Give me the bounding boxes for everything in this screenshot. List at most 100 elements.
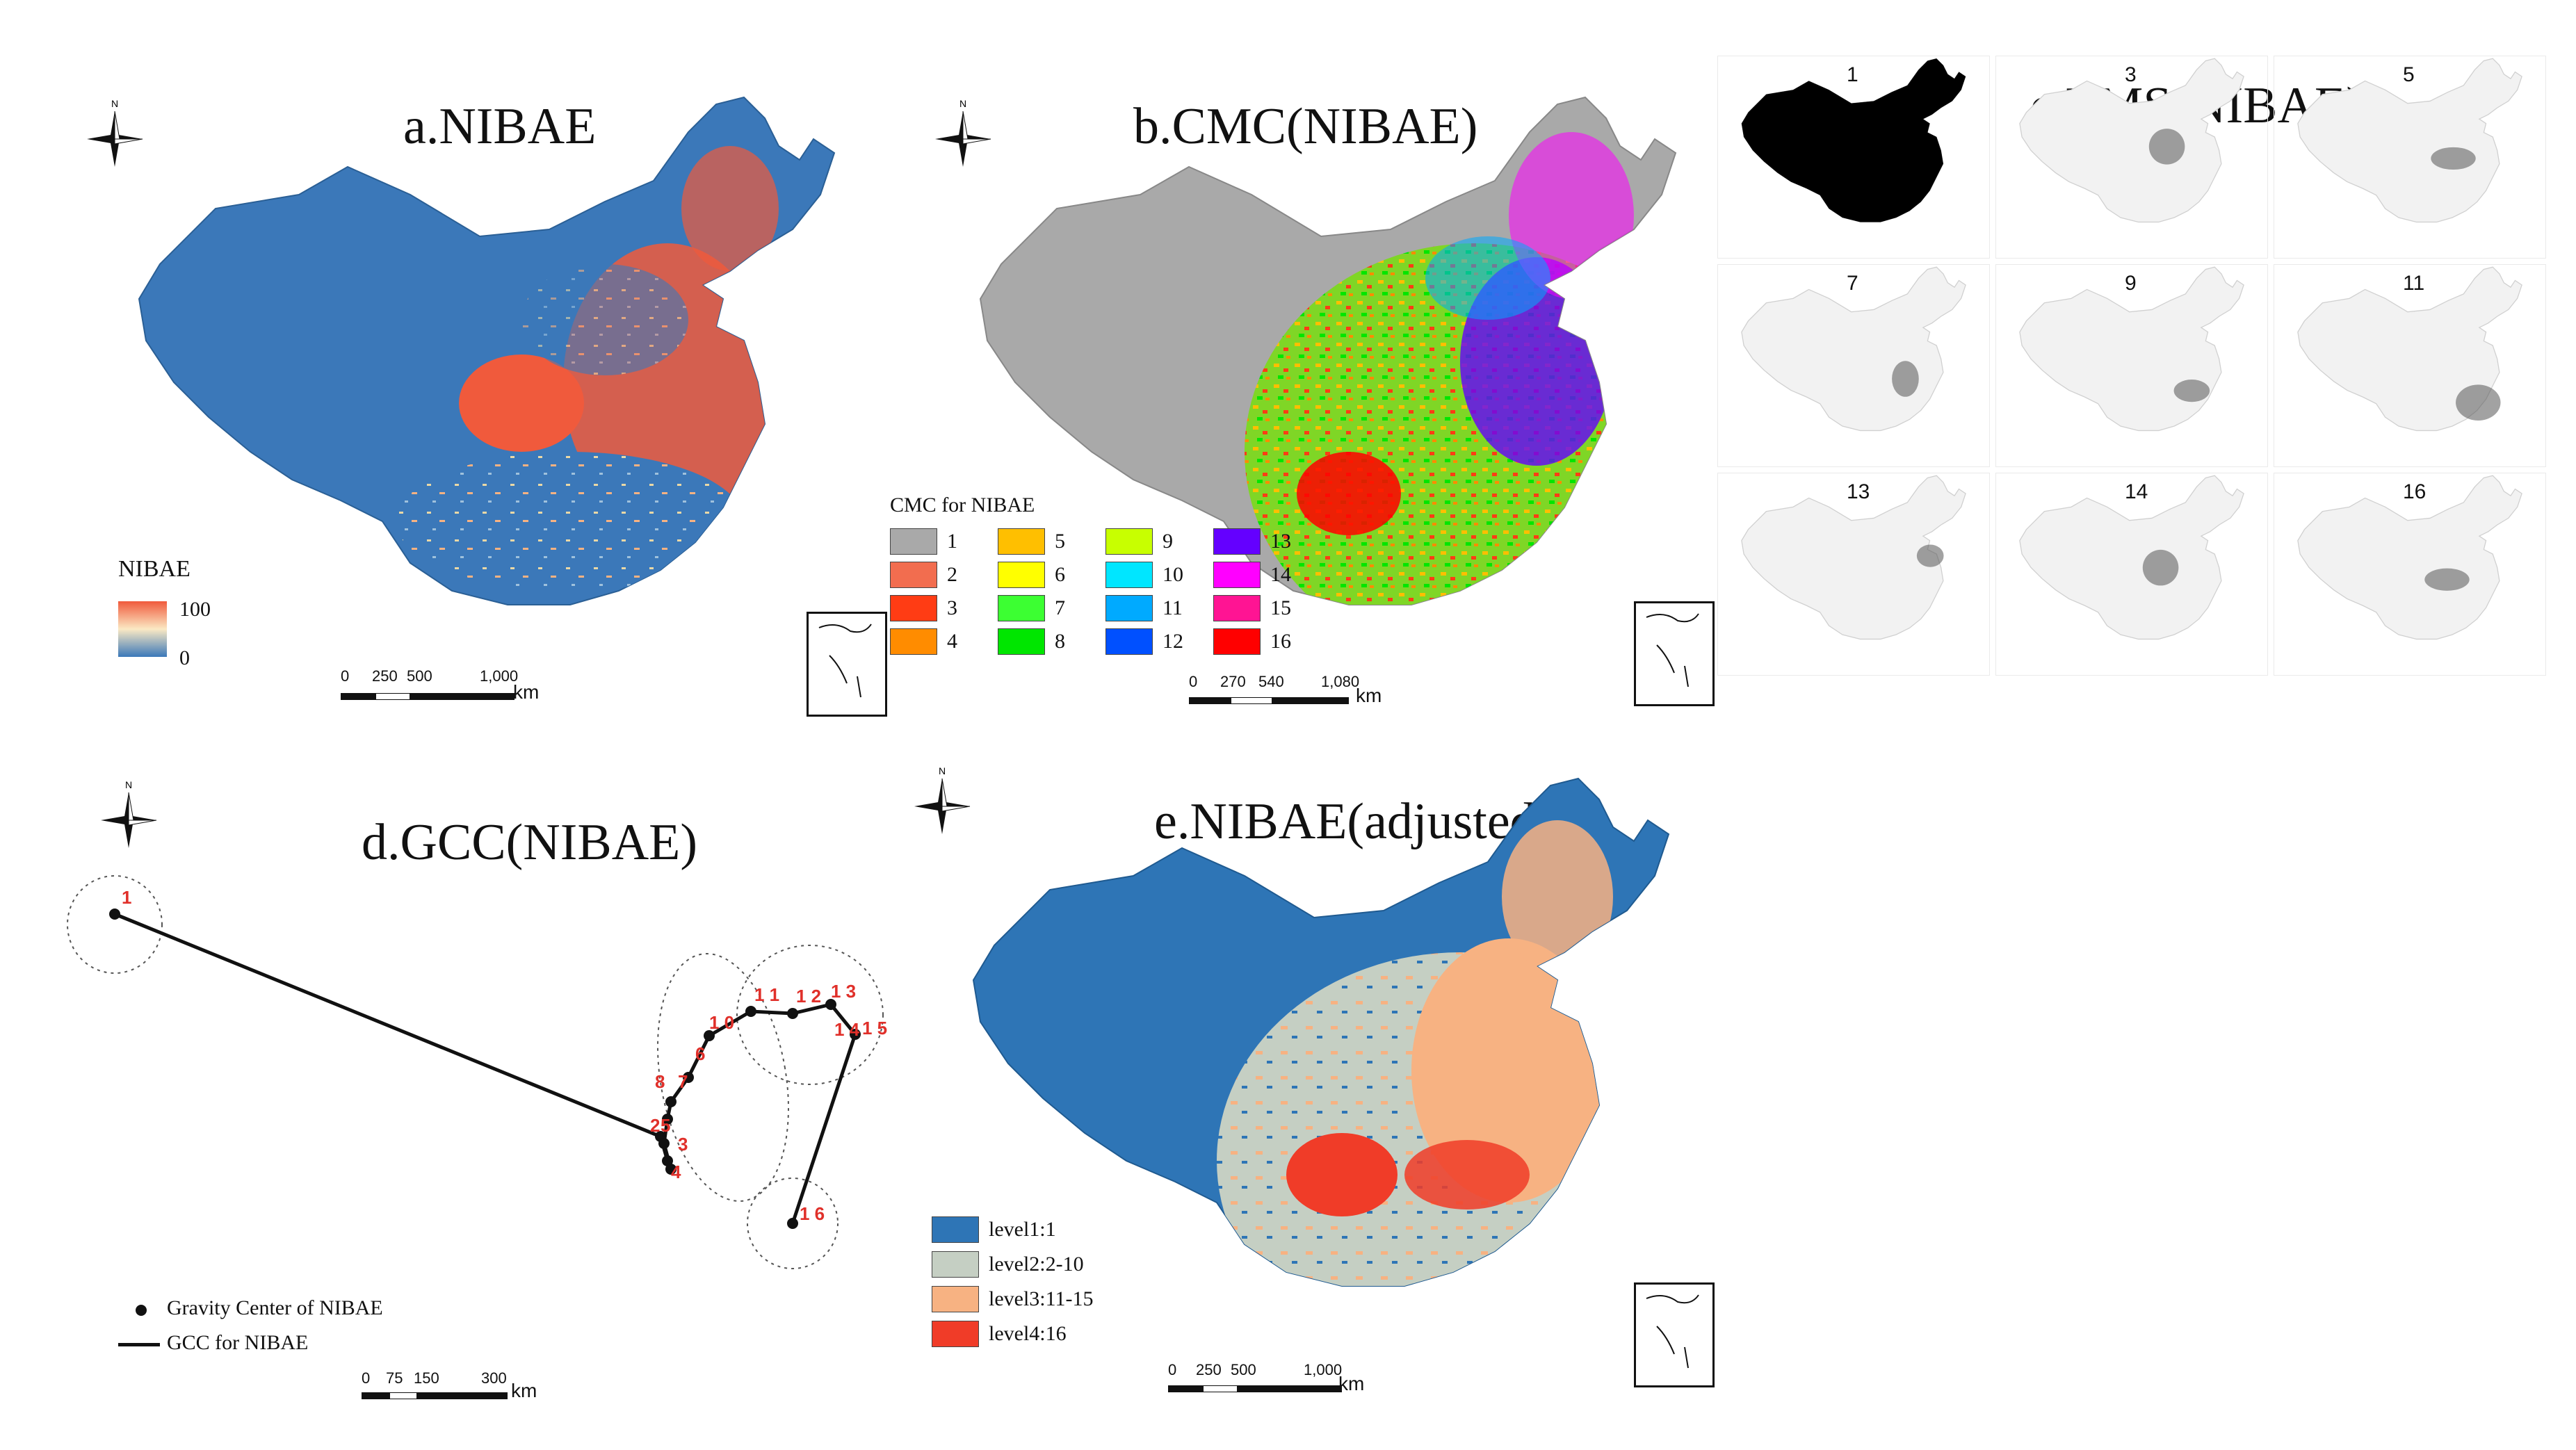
scalebar-b: [1189, 692, 1356, 706]
inset-b: [1634, 601, 1715, 706]
legend-a-min: 0: [179, 646, 190, 669]
map-b: [980, 97, 1676, 605]
scale-b-unit: km: [1356, 685, 1382, 706]
tms-thumbnail-label: 3: [2125, 63, 2137, 86]
level-legend-swatch: [932, 1216, 979, 1243]
cmc-legend-swatch: [1105, 528, 1153, 555]
scalebar-d: [362, 1387, 528, 1401]
panel-e-title: e.NIBAE(adjusted): [1154, 793, 1553, 850]
level-legend-item: level1:1: [932, 1216, 1056, 1243]
scale-b-1: 270: [1220, 673, 1246, 690]
gradient-legend-a: [118, 601, 167, 657]
cmc-legend-swatch: [1105, 628, 1153, 655]
scale-d-0: 0: [362, 1369, 371, 1387]
cmc-legend-label: 13: [1270, 530, 1291, 553]
cmc-legend-swatch: [998, 562, 1045, 588]
cmc-legend-item: 14: [1213, 562, 1291, 588]
tms-thumbnail-label: 11: [2403, 272, 2425, 295]
scale-d-3: 300: [481, 1369, 507, 1387]
cmc-legend-swatch: [998, 595, 1045, 621]
panel-b-legend: 1 2 3 4 5 6 7 8 9 10 11 12 13 14 15 16: [890, 528, 1321, 667]
scalebar-e: [1168, 1380, 1349, 1394]
cmc-legend-item: 9: [1105, 528, 1173, 555]
panel-d: N d.GCC(NIBAE): [0, 758, 918, 1446]
cmc-legend-label: 14: [1270, 563, 1291, 586]
scale-d-unit: km: [511, 1380, 537, 1401]
cmc-legend-swatch: [890, 528, 937, 555]
cmc-legend-label: 12: [1163, 630, 1183, 653]
cmc-legend-swatch: [1213, 562, 1261, 588]
cmc-legend-swatch: [1213, 528, 1261, 555]
tms-thumbnail: 5: [2274, 56, 2546, 259]
north-letter: N: [959, 98, 966, 109]
cmc-legend-item: 10: [1105, 562, 1183, 588]
panel-e: N e.NIBAE(adjusted) level1:1 level2:2-10 l…: [890, 758, 1724, 1446]
tms-thumbnail: 13: [1717, 473, 1990, 676]
north-arrow-icon: N: [97, 779, 160, 855]
scale-e-unit: km: [1338, 1373, 1365, 1394]
scale-e-0: 0: [1168, 1361, 1177, 1378]
cmc-legend-swatch: [1213, 595, 1261, 621]
panel-a: N a.NIBAE NIBAE 100 0 0 250 500 1,000 km: [0, 0, 904, 737]
cmc-legend-item: 3: [890, 595, 957, 621]
gcc-label-10: 1 0: [709, 1012, 734, 1033]
legend-line-icon: [118, 1343, 160, 1346]
legend-a-max: 100: [179, 598, 211, 621]
cmc-legend-swatch: [1105, 595, 1153, 621]
gcc-label-11: 1 1: [754, 984, 779, 1005]
tms-thumbnail-label: 5: [2403, 63, 2415, 86]
cmc-legend-swatch: [890, 595, 937, 621]
gcc-label-14: 1 4: [834, 1019, 860, 1040]
panel-a-title: a.NIBAE: [403, 98, 597, 155]
legend-line-label: GCC for NIBAE: [167, 1331, 309, 1354]
tms-thumbnail-label: 16: [2403, 480, 2427, 503]
level-legend-label: level2:2-10: [989, 1253, 1084, 1276]
tms-thumbnail-label: 14: [2125, 480, 2148, 503]
cmc-legend-label: 15: [1270, 596, 1291, 619]
scale-d-2: 150: [414, 1369, 439, 1387]
cmc-legend-item: 15: [1213, 595, 1291, 621]
cmc-legend-label: 11: [1163, 596, 1183, 619]
cmc-legend-label: 1: [947, 530, 957, 553]
level-legend-label: level4:16: [989, 1322, 1067, 1345]
panel-b: N b.CMC(NIBAE) CMC for NIBAE 1 2 3 4 5 6 7 8 9 10…: [890, 0, 1724, 737]
gcc-label-16: 1 6: [800, 1203, 825, 1224]
cmc-legend-swatch: [1105, 562, 1153, 588]
panel-d-title: d.GCC(NIBAE): [362, 814, 698, 871]
scale-e-1: 250: [1196, 1361, 1222, 1378]
north-letter: N: [939, 765, 946, 776]
scale-d-1: 75: [386, 1369, 403, 1387]
scale-e-2: 500: [1231, 1361, 1256, 1378]
cmc-legend-label: 16: [1270, 630, 1291, 653]
cmc-legend-item: 16: [1213, 628, 1291, 655]
north-letter: N: [111, 98, 118, 109]
north-arrow-icon: N: [83, 97, 146, 174]
map-e: [973, 778, 1669, 1287]
cmc-legend-item: 11: [1105, 595, 1183, 621]
scale-b-3: 1,080: [1321, 673, 1360, 690]
gcc-label-5: 5: [661, 1115, 670, 1136]
cmc-legend-label: 9: [1163, 530, 1173, 553]
gcc-plot: 1 2 5 3 4 6 7 8 1 0 1 1 1 2 1 3 1 4 1 5 …: [67, 875, 887, 1269]
level-legend-item: level2:2-10: [932, 1251, 1084, 1278]
cmc-legend-swatch: [890, 562, 937, 588]
cmc-legend-label: 6: [1055, 563, 1065, 586]
cmc-legend-swatch: [890, 628, 937, 655]
scale-a-unit: km: [513, 681, 540, 703]
tms-thumbnail-label: 1: [1847, 63, 1858, 86]
scale-b-0: 0: [1189, 673, 1198, 690]
cmc-legend-label: 7: [1055, 596, 1065, 619]
tms-thumbnail: 14: [1995, 473, 2268, 676]
scale-a-3: 1,000: [480, 667, 519, 685]
scale-a-2: 500: [407, 667, 432, 685]
level-legend-swatch: [932, 1251, 979, 1278]
gcc-label-13: 1 3: [831, 981, 856, 1002]
cmc-legend-label: 8: [1055, 630, 1065, 653]
cmc-legend-item: 13: [1213, 528, 1291, 555]
gcc-label-6: 6: [695, 1043, 705, 1064]
level-legend-swatch: [932, 1286, 979, 1312]
gcc-label-7: 7: [678, 1071, 688, 1092]
gcc-label-3: 3: [678, 1134, 688, 1155]
scale-e-3: 1,000: [1304, 1361, 1343, 1378]
